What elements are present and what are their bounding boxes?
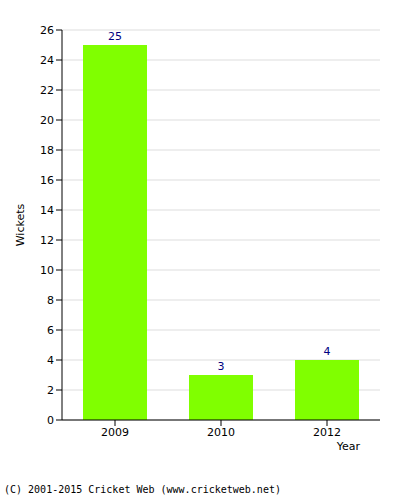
svg-text:2010: 2010 <box>207 426 235 439</box>
svg-text:12: 12 <box>40 234 54 247</box>
svg-text:24: 24 <box>40 54 54 67</box>
svg-text:18: 18 <box>40 144 54 157</box>
svg-text:10: 10 <box>40 264 54 277</box>
svg-text:Wickets: Wickets <box>14 203 27 246</box>
svg-text:Year: Year <box>336 440 361 453</box>
svg-text:25: 25 <box>108 30 122 43</box>
svg-text:6: 6 <box>47 324 54 337</box>
svg-text:4: 4 <box>47 354 54 367</box>
svg-text:4: 4 <box>324 345 331 358</box>
svg-text:0: 0 <box>47 414 54 427</box>
svg-text:16: 16 <box>40 174 54 187</box>
svg-text:26: 26 <box>40 24 54 37</box>
svg-text:14: 14 <box>40 204 54 217</box>
svg-text:22: 22 <box>40 84 54 97</box>
svg-text:20: 20 <box>40 114 54 127</box>
svg-text:2: 2 <box>47 384 54 397</box>
svg-text:2009: 2009 <box>101 426 129 439</box>
svg-text:3: 3 <box>218 360 225 373</box>
svg-text:8: 8 <box>47 294 54 307</box>
svg-text:2012: 2012 <box>313 426 341 439</box>
html-text:(C) 2001-2015 Cricket Web (www: (C) 2001-2015 Cricket Web (www.cricketwe… <box>4 484 281 495</box>
